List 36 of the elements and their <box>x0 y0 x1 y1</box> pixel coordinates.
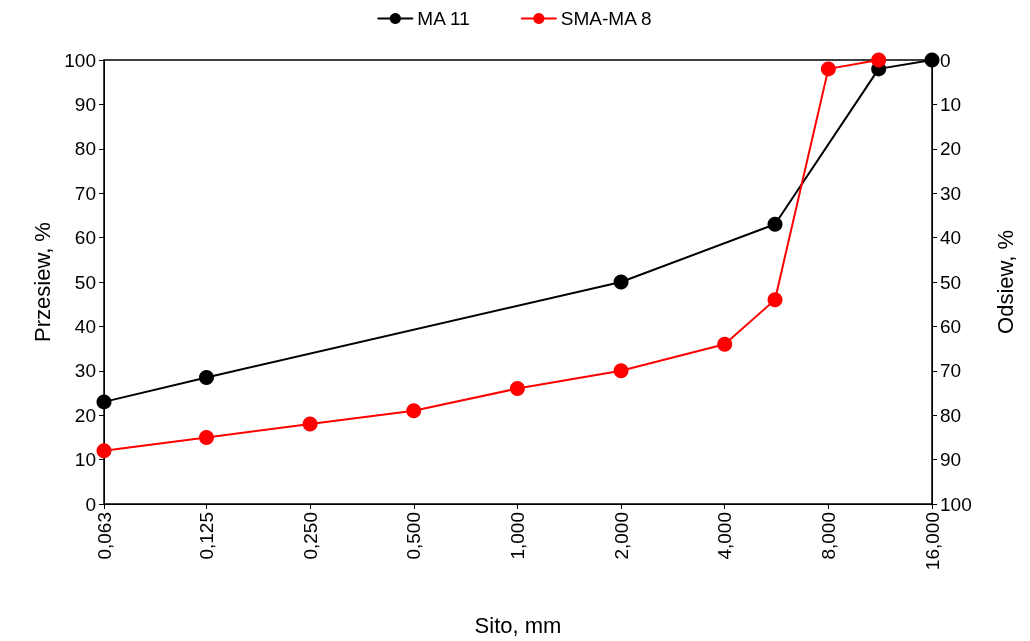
y-tick-label: 70 <box>74 182 96 204</box>
y-tick-label: 10 <box>74 449 96 471</box>
y-tick-label: 30 <box>74 360 96 382</box>
y2-tick-label: 0 <box>940 49 951 71</box>
x-tick-label: 0,125 <box>195 512 217 560</box>
y2-tick-label: 10 <box>940 93 962 115</box>
y2-axis-title: Odsiew, % <box>992 230 1018 334</box>
y2-tick-label: 80 <box>940 404 962 426</box>
x-tick-label: 16,000 <box>921 512 943 571</box>
x-tick-label: 8,000 <box>817 512 839 560</box>
x-tick-label: 0,250 <box>299 512 321 560</box>
y2-tick-label: 90 <box>940 449 962 471</box>
x-tick-label: 2,000 <box>610 512 632 560</box>
y-tick-label: 90 <box>74 93 96 115</box>
y-axis-title: Przesiew, % <box>29 222 55 342</box>
y-tick-label: 50 <box>74 271 96 293</box>
y2-tick-label: 100 <box>940 493 972 515</box>
legend-label: SMA-MA 8 <box>560 8 652 29</box>
x-axis-title: Sito, mm <box>474 612 562 638</box>
y2-tick-label: 50 <box>940 271 962 293</box>
y-tick-label: 60 <box>74 227 96 249</box>
y-tick-label: 80 <box>74 138 96 160</box>
x-tick-label: 4,000 <box>714 512 736 560</box>
x-tick-label: 1,000 <box>506 512 528 560</box>
y2-tick-label: 30 <box>940 182 962 204</box>
x-tick-label: 0,063 <box>93 512 115 560</box>
y-tick-label: 0 <box>85 493 96 515</box>
x-tick-label: 0,500 <box>403 512 425 560</box>
y2-tick-label: 70 <box>940 360 962 382</box>
y2-tick-label: 40 <box>940 227 962 249</box>
y2-tick-label: 60 <box>940 315 962 337</box>
y-tick-label: 40 <box>74 315 96 337</box>
y-tick-label: 100 <box>64 49 96 71</box>
y2-tick-label: 20 <box>940 138 962 160</box>
legend-label: MA 11 <box>417 8 470 29</box>
y-tick-label: 20 <box>74 404 96 426</box>
